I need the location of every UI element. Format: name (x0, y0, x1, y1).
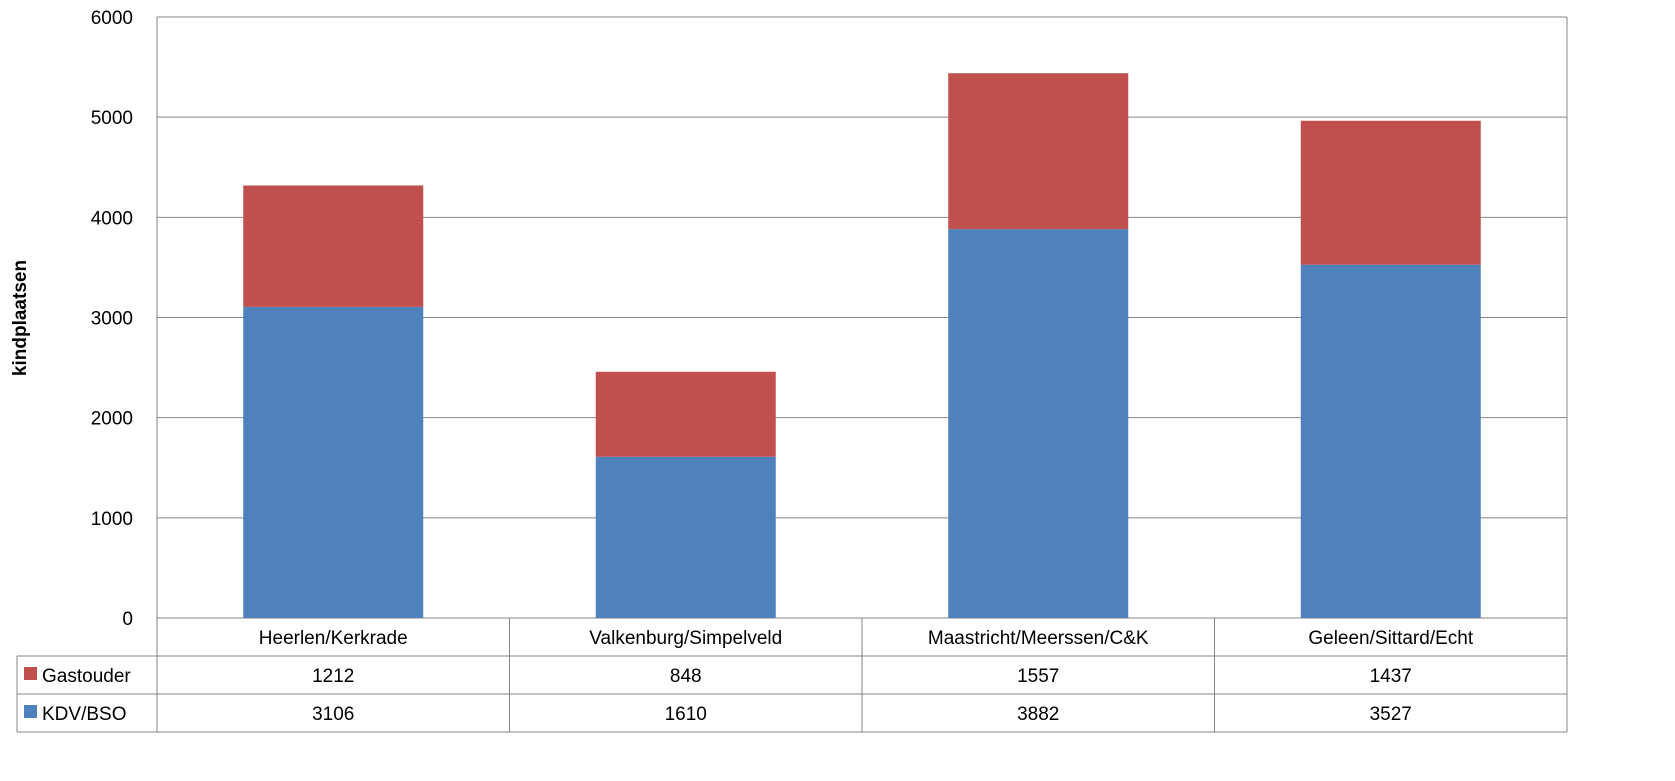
bar-kdv-bso (1300, 264, 1481, 618)
series-label: Gastouder (42, 666, 131, 687)
table-value: 3527 (1370, 704, 1412, 725)
y-axis-label: kindplaatsen (10, 260, 31, 376)
legend-key (24, 705, 37, 718)
bars (243, 73, 1481, 618)
table-value: 1610 (665, 704, 707, 725)
y-tick-label: 1000 (91, 509, 133, 530)
category-label: Heerlen/Kerkrade (259, 628, 408, 649)
bar-kdv-bso (595, 456, 776, 618)
bar-kdv-bso (243, 306, 424, 618)
data-table: Heerlen/Kerkrade Valkenburg/Simpelveld Maa… (16, 618, 1568, 733)
y-tick-label: 0 (122, 609, 133, 630)
bar-gastouder (1300, 120, 1481, 265)
bar-kdv-bso (948, 229, 1129, 618)
y-tick-label: 5000 (91, 108, 133, 129)
table-value: 1212 (312, 666, 354, 687)
y-tick-label: 4000 (91, 208, 133, 229)
y-tick-label: 6000 (91, 8, 133, 29)
table-value: 1437 (1370, 666, 1412, 687)
table-value: 1557 (1017, 666, 1059, 687)
y-tick-label: 3000 (91, 309, 133, 330)
bar-gastouder (243, 185, 424, 307)
category-label: Maastricht/Meerssen/C&K (928, 628, 1149, 649)
table-value: 3106 (312, 704, 354, 725)
bar-gastouder (948, 73, 1129, 230)
table-value: 3882 (1017, 704, 1059, 725)
category-label: Geleen/Sittard/Echt (1308, 628, 1473, 649)
series-label: KDV/BSO (42, 704, 126, 725)
table-value: 848 (670, 666, 702, 687)
bar-gastouder (595, 371, 776, 457)
y-tick-label: 2000 (91, 409, 133, 430)
category-label: Valkenburg/Simpelveld (589, 628, 782, 649)
y-axis-ticks: 0 1000 2000 3000 4000 5000 6000 (91, 8, 133, 630)
legend-key (24, 667, 37, 680)
